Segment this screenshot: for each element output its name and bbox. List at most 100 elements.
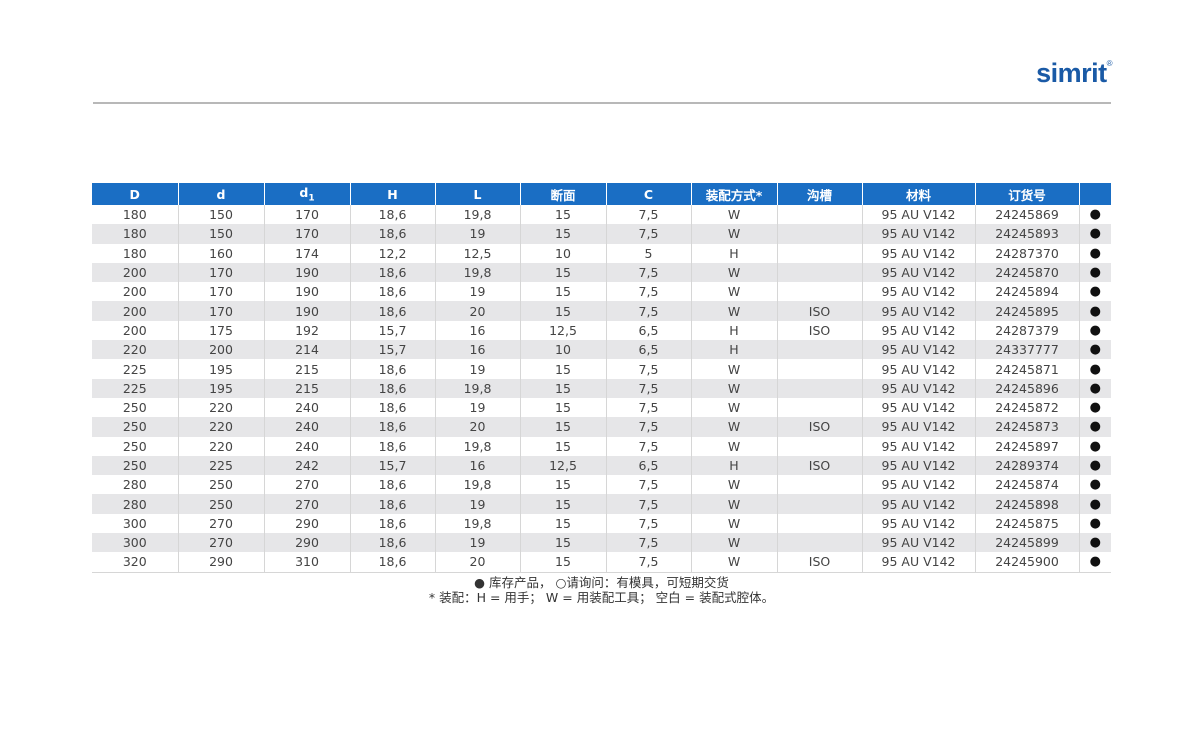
table-cell: W bbox=[691, 397, 778, 418]
stock-indicator: ● bbox=[1079, 533, 1111, 553]
table-cell: 19 bbox=[435, 494, 521, 514]
table-cell: 18,6 bbox=[350, 301, 436, 321]
table-cell: 7,5 bbox=[606, 494, 692, 514]
table-row: 180 150 170 18,6 19,8 15 7,5 W 95 AU V142 2424586… bbox=[92, 205, 1111, 225]
table-cell: ISO bbox=[777, 455, 863, 476]
table-cell: 18,6 bbox=[350, 397, 436, 418]
table-cell: 190 bbox=[264, 301, 351, 321]
table-cell: 24245896 bbox=[975, 378, 1080, 398]
stock-indicator: ● bbox=[1079, 552, 1111, 573]
table-cell: W bbox=[691, 282, 778, 302]
table-cell: 270 bbox=[178, 513, 265, 534]
table-cell: 95 AU V142 bbox=[862, 494, 976, 514]
table-row: 225 195 215 18,6 19,8 15 7,5 W 95 AU V142 2424589… bbox=[92, 378, 1111, 398]
table-cell: 250 bbox=[178, 475, 265, 495]
column-header-10: 订货号 bbox=[975, 183, 1080, 205]
table-cell: 7,5 bbox=[606, 224, 692, 244]
table-cell: 15 bbox=[520, 475, 607, 495]
table-cell: 170 bbox=[178, 282, 265, 302]
column-header-5: 断面 bbox=[520, 183, 607, 205]
column-header-8: 沟槽 bbox=[777, 183, 863, 205]
table-cell: 24245872 bbox=[975, 397, 1080, 418]
stock-indicator: ● bbox=[1079, 455, 1111, 476]
table-cell bbox=[777, 205, 863, 225]
stock-indicator: ● bbox=[1079, 475, 1111, 495]
table-cell: 24245873 bbox=[975, 417, 1080, 437]
table-cell: 24287370 bbox=[975, 243, 1080, 263]
table-cell: 15 bbox=[520, 282, 607, 302]
table-cell bbox=[777, 475, 863, 495]
table-cell: 19,8 bbox=[435, 262, 521, 283]
table-row: 300 270 290 18,6 19 15 7,5 W 95 AU V142 24245899 ● bbox=[92, 533, 1111, 553]
table-cell: 95 AU V142 bbox=[862, 224, 976, 244]
table-cell: 20 bbox=[435, 552, 521, 573]
table-cell: 95 AU V142 bbox=[862, 533, 976, 553]
stock-indicator: ● bbox=[1079, 320, 1111, 341]
table-cell: 18,6 bbox=[350, 282, 436, 302]
table-cell: 300 bbox=[92, 513, 179, 534]
table-cell: 240 bbox=[264, 397, 351, 418]
table-cell: 95 AU V142 bbox=[862, 243, 976, 263]
column-header-label: 订货号 bbox=[1008, 187, 1046, 203]
table-cell: 95 AU V142 bbox=[862, 455, 976, 476]
table-cell: 24245898 bbox=[975, 494, 1080, 514]
table-cell: 7,5 bbox=[606, 552, 692, 573]
header-divider bbox=[93, 102, 1111, 104]
table-cell: 19 bbox=[435, 397, 521, 418]
table-cell: 15 bbox=[520, 359, 607, 379]
table-cell: 170 bbox=[264, 205, 351, 225]
table-cell: 19,8 bbox=[435, 205, 521, 225]
table-row: 280 250 270 18,6 19,8 15 7,5 W 95 AU V142 2424587… bbox=[92, 475, 1111, 495]
table-cell: 15,7 bbox=[350, 455, 436, 476]
stock-indicator: ● bbox=[1079, 436, 1111, 456]
table-cell: 15 bbox=[520, 552, 607, 573]
table-cell: 95 AU V142 bbox=[862, 205, 976, 225]
table-cell: 270 bbox=[178, 533, 265, 553]
table-cell: 7,5 bbox=[606, 436, 692, 456]
table-cell: 15,7 bbox=[350, 340, 436, 360]
table-cell: ISO bbox=[777, 320, 863, 341]
stock-indicator: ● bbox=[1079, 417, 1111, 437]
table-cell: 270 bbox=[264, 494, 351, 514]
table-row: 250 220 240 18,6 20 15 7,5 W ISO 95 AU V142 242458… bbox=[92, 417, 1111, 437]
table-cell: 200 bbox=[92, 320, 179, 341]
table-cell: 12,5 bbox=[520, 320, 607, 341]
table-cell: 250 bbox=[92, 455, 179, 476]
column-header-0: D bbox=[92, 183, 179, 205]
column-header-subscript: 1 bbox=[308, 193, 315, 204]
column-header-1: d bbox=[178, 183, 265, 205]
table-cell: 12,5 bbox=[520, 455, 607, 476]
table-cell: 15 bbox=[520, 436, 607, 456]
table-cell: 10 bbox=[520, 340, 607, 360]
column-header-7: 装配方式* bbox=[691, 183, 778, 205]
table-cell bbox=[777, 436, 863, 456]
table-cell: 180 bbox=[92, 224, 179, 244]
table-cell: W bbox=[691, 436, 778, 456]
table-cell: 7,5 bbox=[606, 378, 692, 398]
table-cell: W bbox=[691, 205, 778, 225]
table-cell: 5 bbox=[606, 243, 692, 263]
table-cell: 20 bbox=[435, 417, 521, 437]
column-header-2: d1 bbox=[264, 183, 351, 205]
table-cell: 15 bbox=[520, 513, 607, 534]
table-cell: 12,2 bbox=[350, 243, 436, 263]
stock-indicator: ● bbox=[1079, 224, 1111, 244]
table-cell: 170 bbox=[178, 262, 265, 283]
table-cell: H bbox=[691, 320, 778, 341]
table-cell: 18,6 bbox=[350, 359, 436, 379]
table-row: 200 175 192 15,7 16 12,5 6,5 H ISO 95 AU V142 2428… bbox=[92, 320, 1111, 341]
table-cell: ISO bbox=[777, 552, 863, 573]
stock-indicator: ● bbox=[1079, 282, 1111, 302]
stock-indicator: ● bbox=[1079, 359, 1111, 379]
table-cell: 24289374 bbox=[975, 455, 1080, 476]
simrit-logo: simrit® bbox=[1036, 58, 1112, 89]
table-cell: 16 bbox=[435, 340, 521, 360]
stock-indicator: ● bbox=[1079, 243, 1111, 263]
table-cell bbox=[777, 224, 863, 244]
brand-name: simrit bbox=[1036, 58, 1107, 88]
table-cell: 190 bbox=[264, 282, 351, 302]
table-cell: 18,6 bbox=[350, 224, 436, 244]
column-header-11 bbox=[1079, 183, 1111, 205]
table-cell: 242 bbox=[264, 455, 351, 476]
